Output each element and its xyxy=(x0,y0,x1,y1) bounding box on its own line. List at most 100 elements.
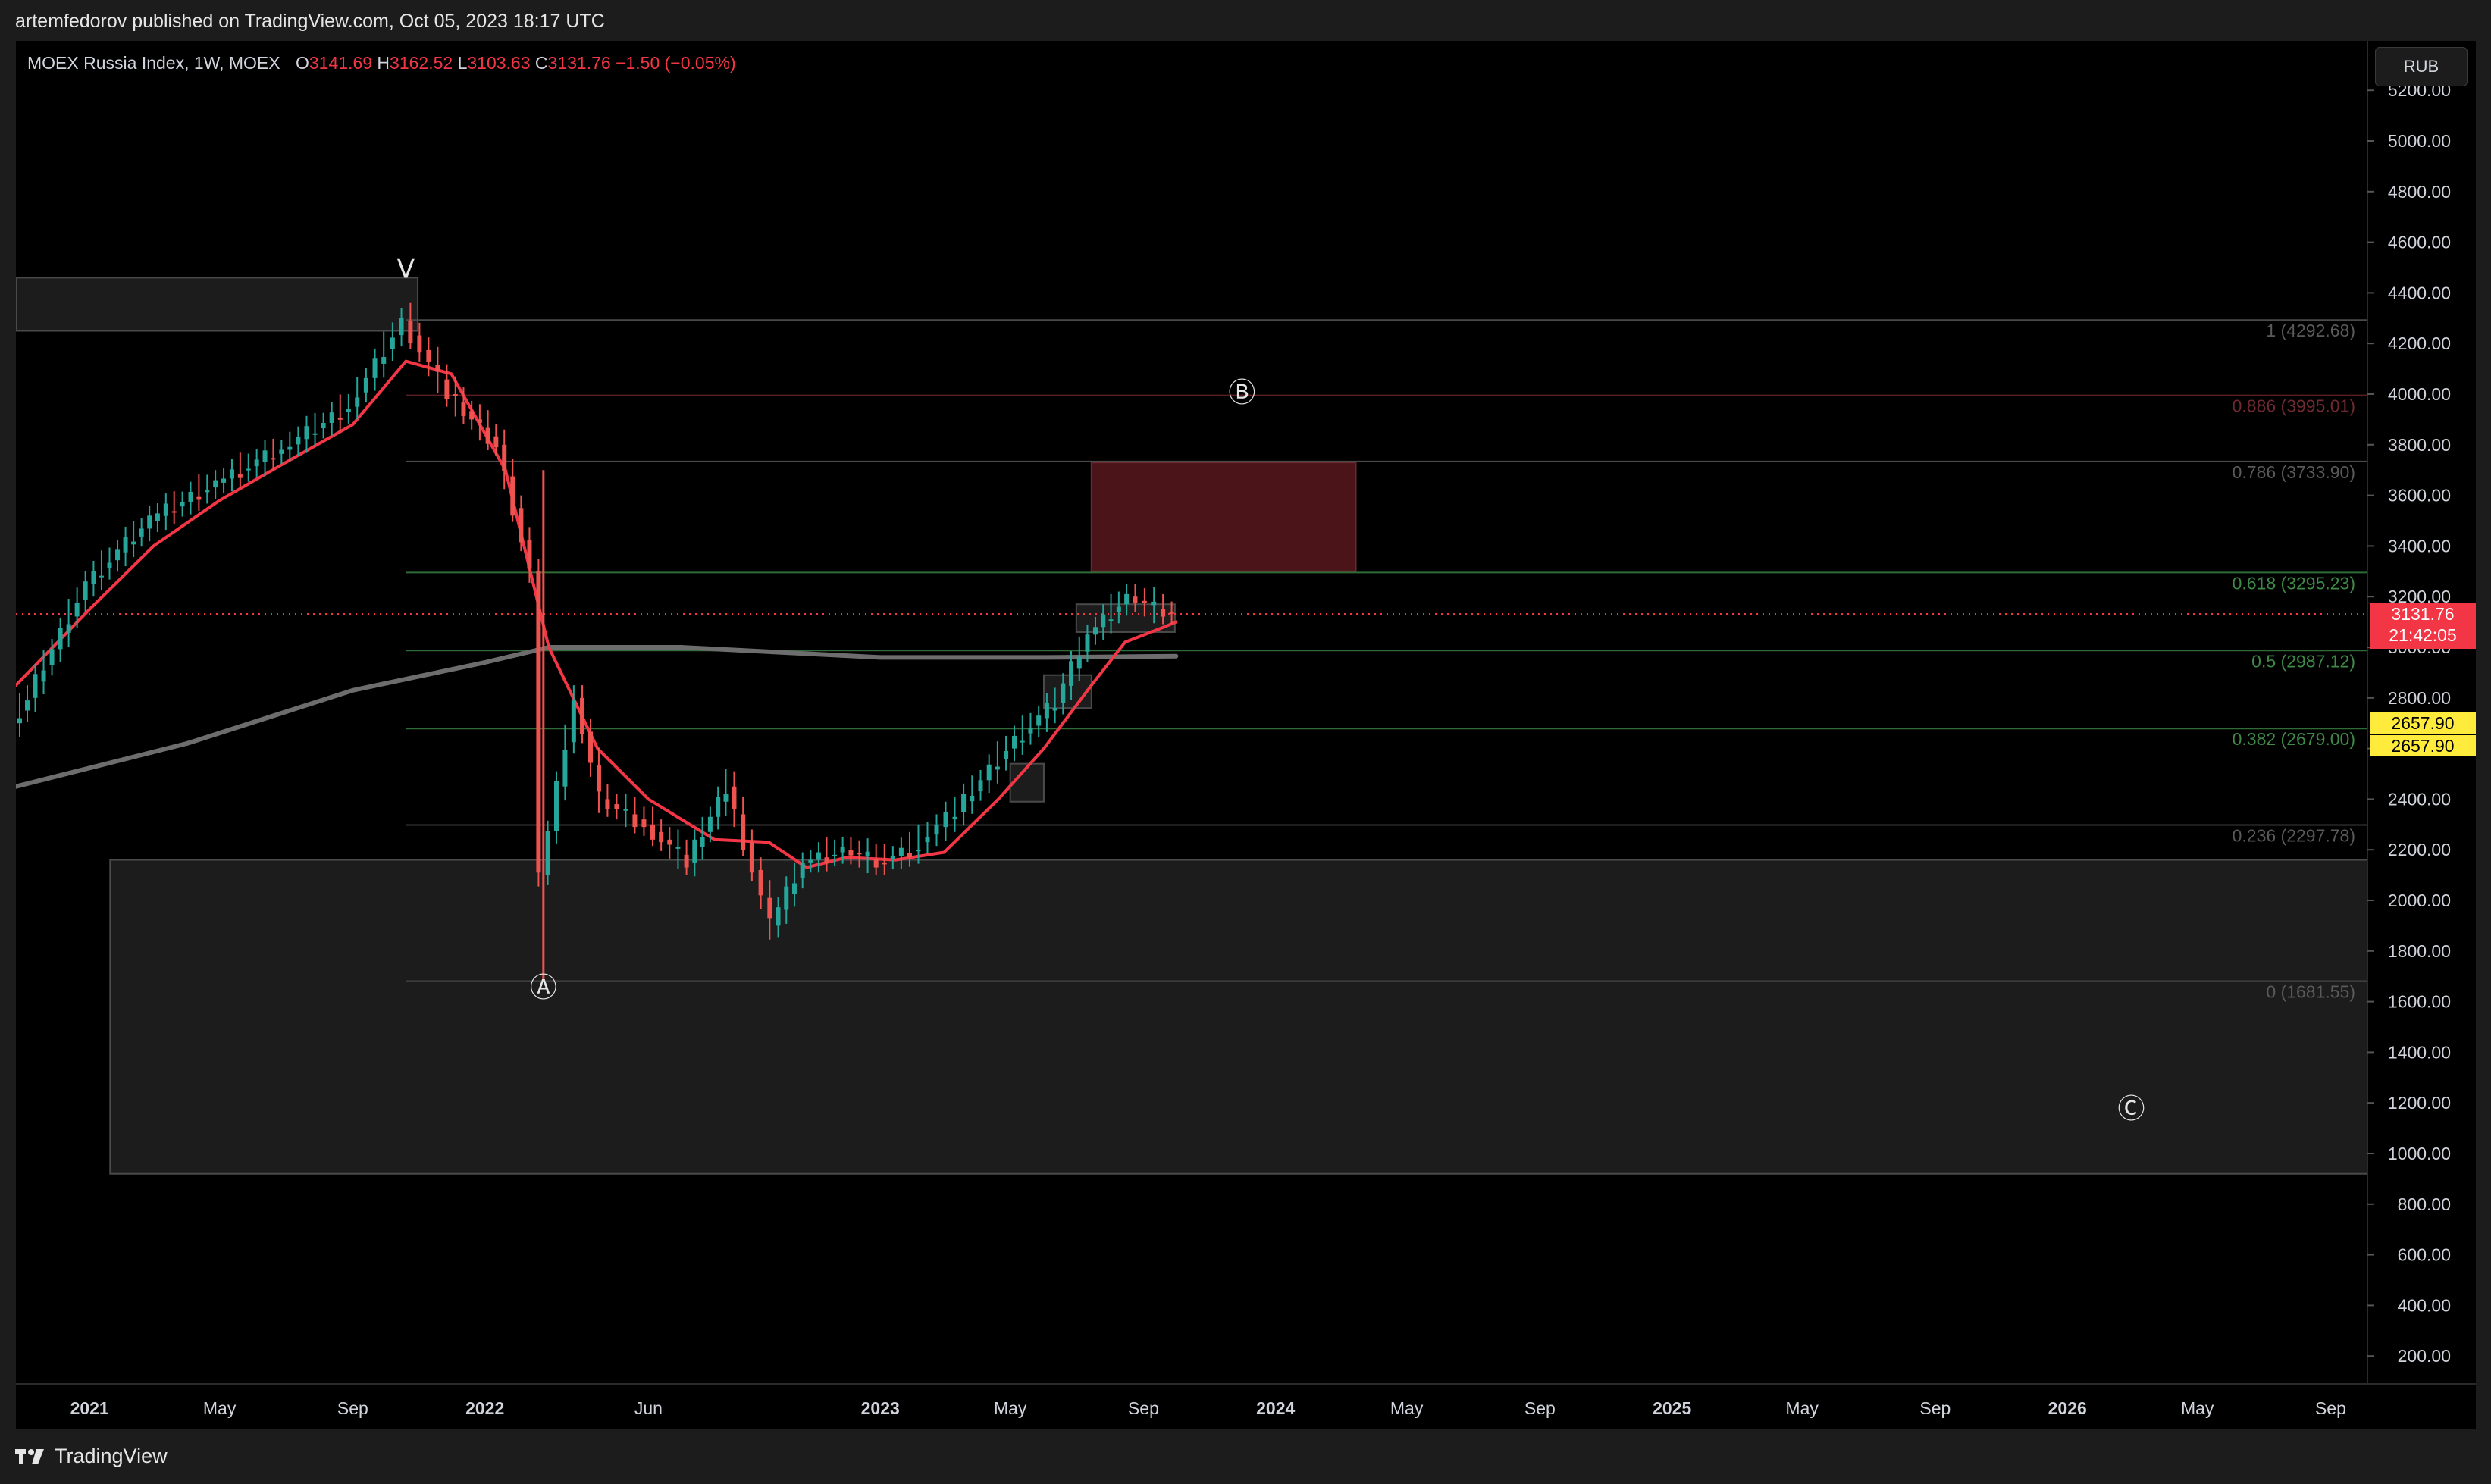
symbol-legend: MOEX Russia Index, 1W, MOEX O3141.69 H31… xyxy=(27,53,736,74)
currency-button[interactable]: RUB xyxy=(2375,47,2468,86)
highlight-price-label-a: 2657.90 xyxy=(2370,712,2476,734)
y-tick-label: 4000.00 xyxy=(2388,384,2451,404)
price-bar-body xyxy=(229,469,234,479)
price-bar-body xyxy=(321,422,326,429)
price-bar-body xyxy=(461,402,466,416)
y-tick-label: 3800.00 xyxy=(2388,435,2451,455)
wave-label-3: Ⓒ xyxy=(2118,1094,2145,1125)
price-bar-body xyxy=(934,824,939,835)
tradingview-brand: TradingView xyxy=(55,1445,168,1467)
y-tick-label: 4600.00 xyxy=(2388,233,2451,252)
price-bar-body xyxy=(816,852,821,860)
price-bar-body xyxy=(205,490,210,493)
price-bar-body xyxy=(107,562,112,568)
wave-labels-layer: V Ⓐ Ⓑ Ⓒ xyxy=(397,254,2145,1125)
y-tick-label: 3600.00 xyxy=(2388,486,2451,506)
y-tick-label: 800.00 xyxy=(2398,1194,2451,1214)
footer: TradingView xyxy=(0,1429,2491,1484)
y-tick-label: 2000.00 xyxy=(2388,891,2451,910)
x-tick-label: 2022 xyxy=(465,1398,504,1418)
price-bar-body xyxy=(355,397,360,407)
high-label: H xyxy=(377,53,390,73)
price-bar-body xyxy=(115,549,121,561)
y-tick-label: 400.00 xyxy=(2398,1295,2451,1315)
price-bar-body xyxy=(527,540,532,569)
price-bar-body xyxy=(732,786,737,809)
price-bar-body xyxy=(287,446,293,450)
price-bar-body xyxy=(659,831,664,843)
price-bar-body xyxy=(221,478,227,483)
y-tick-label: 1400.00 xyxy=(2388,1042,2451,1062)
price-bar-body xyxy=(99,575,104,578)
price-bar-body xyxy=(469,411,475,420)
price-bar-body xyxy=(1133,596,1138,604)
price-bar-body xyxy=(808,859,813,863)
price-bar-body xyxy=(131,541,136,545)
wave-label-2: Ⓑ xyxy=(1228,377,1255,409)
x-tick-label: 2023 xyxy=(861,1398,900,1418)
price-bar-body xyxy=(1076,656,1082,669)
price-bar-body xyxy=(453,394,458,396)
price-bar-body xyxy=(337,417,343,420)
price-bar-body xyxy=(1124,593,1130,605)
price-bar-body xyxy=(91,571,96,584)
y-tick-label: 1200.00 xyxy=(2388,1093,2451,1113)
fib-label-0.886: 0.886 (3995.01) xyxy=(2232,396,2355,416)
price-bar-body xyxy=(865,851,870,856)
price-bar-body xyxy=(716,797,721,817)
price-bar-body xyxy=(17,718,23,724)
price-bar-body xyxy=(254,459,259,467)
price-bar-body xyxy=(510,476,515,516)
price-bar-body xyxy=(363,377,368,393)
chart-canvas[interactable]: V Ⓐ Ⓑ Ⓒ 1 (4292.68) 0.886 (3995.01) 0.786 (37… xyxy=(16,41,2476,1429)
price-bar-body xyxy=(390,337,395,349)
x-tick-label: May xyxy=(1785,1398,1819,1418)
price-bar-body xyxy=(1069,661,1074,686)
price-bar-body xyxy=(723,794,728,802)
price-bar-body xyxy=(970,795,975,802)
price-bar-body xyxy=(925,837,930,843)
y-tick-label: 2200.00 xyxy=(2388,840,2451,859)
y-tick-label: 1600.00 xyxy=(2388,992,2451,1012)
x-tick-label: Sep xyxy=(1524,1398,1556,1418)
price-bar-body xyxy=(784,886,789,910)
price-bar-body xyxy=(800,862,805,878)
price-bar-body xyxy=(171,511,177,513)
low-value: 3103.63 xyxy=(467,53,531,73)
x-tick-label: 2025 xyxy=(1653,1398,1691,1418)
price-bar-body xyxy=(848,850,854,856)
x-tick-label: Sep xyxy=(1919,1398,1950,1418)
axes-layer: 5200.005000.004800.004600.004400.004200.… xyxy=(16,41,2476,1429)
price-bar-body xyxy=(692,839,697,863)
price-bar-body xyxy=(139,528,144,537)
price-bar-body xyxy=(519,508,524,543)
price-bar-body xyxy=(1028,728,1033,734)
zone-grey-0 xyxy=(16,277,419,332)
price-bar-body xyxy=(444,379,450,399)
tradingview-logo[interactable]: TradingView xyxy=(15,1445,168,1468)
price-bar-body xyxy=(1116,606,1121,612)
price-bar-body xyxy=(767,897,772,919)
price-bar-body xyxy=(329,412,334,423)
fibonacci-labels-layer: 1 (4292.68) 0.886 (3995.01) 0.786 (3733.90… xyxy=(2232,321,2355,1001)
price-bar-body xyxy=(33,674,38,698)
price-bar-body xyxy=(399,318,404,336)
ema-layer xyxy=(16,359,1178,869)
price-bar-body xyxy=(571,700,576,743)
zone-grey-1 xyxy=(109,859,2369,1175)
price-bar-body xyxy=(749,842,754,873)
price-bar-body xyxy=(123,537,128,553)
price-bar-body xyxy=(1061,683,1066,703)
price-bar-body xyxy=(916,850,921,852)
high-value: 3162.52 xyxy=(390,53,453,73)
price-bar-body xyxy=(1101,614,1106,628)
price-bar-body xyxy=(776,907,781,926)
chart-pane[interactable]: V Ⓐ Ⓑ Ⓒ 1 (4292.68) 0.886 (3995.01) 0.786 (37… xyxy=(16,41,2476,1429)
price-bar-body xyxy=(502,444,507,471)
price-bar-body xyxy=(1020,740,1025,743)
zone-grey-4 xyxy=(1042,674,1092,709)
symbol-name: MOEX Russia Index, 1W, MOEX xyxy=(27,53,280,73)
price-bar-body xyxy=(700,837,705,847)
y-tick-label: 4800.00 xyxy=(2388,182,2451,202)
price-bar-body xyxy=(1052,708,1058,711)
